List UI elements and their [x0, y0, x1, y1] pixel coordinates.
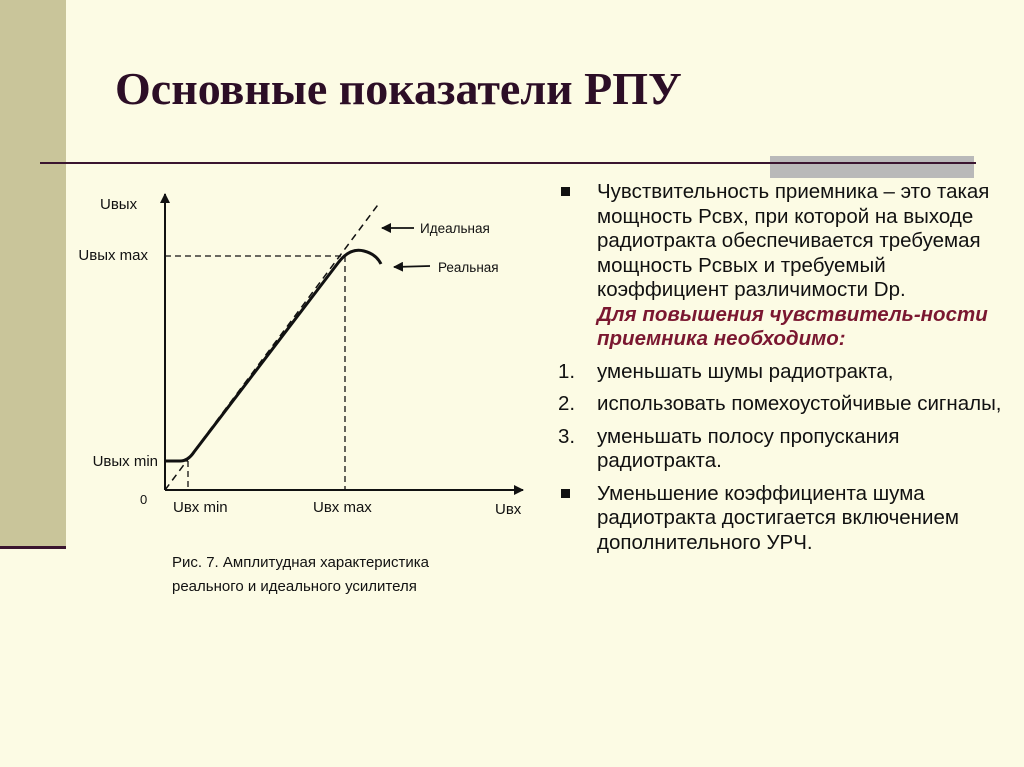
annotation-ideal: Идеальная — [420, 221, 490, 236]
square-bullet-icon — [561, 187, 570, 196]
left-accent-bar — [0, 0, 66, 546]
slide-title: Основные показатели РПУ — [115, 63, 682, 114]
item-number: 1. — [558, 359, 576, 383]
item-text: уменьшать шумы радиотракта, — [597, 359, 894, 383]
numbered-item-2: 2. использовать помехоустойчивые сигналы… — [553, 392, 1013, 417]
item-text: использовать помехоустойчивые сигналы, — [597, 392, 1002, 415]
sensitivity-definition: Чувствительность приемника – это такая м… — [597, 180, 990, 301]
left-bar-divider — [0, 546, 66, 549]
item-number: 2. — [558, 392, 576, 415]
square-bullet-icon — [561, 488, 570, 498]
numbered-item-3: 3. уменьшать полосу пропускания радиотра… — [553, 425, 1013, 474]
item-text: уменьшать полосу пропускания радиотракта… — [597, 424, 900, 473]
annotation-real: Реальная — [438, 260, 499, 275]
spacer — [553, 474, 1013, 482]
x-axis-label: Uвх — [495, 501, 522, 518]
title-accent-bar — [770, 156, 974, 178]
x-tick-uin-min: Uвх min — [173, 499, 228, 516]
spacer — [553, 417, 1013, 425]
caption-line-2: реального и идеального усилителя — [172, 578, 417, 595]
series-real-line — [165, 248, 383, 463]
noise-figure-text: Уменьшение коэффициента шума радиотракта… — [597, 481, 959, 554]
title-rule — [40, 162, 976, 164]
numbered-item-1: 1. уменьшать шумы радиотракта, — [553, 360, 1013, 385]
item-number: 3. — [558, 424, 576, 448]
bullet-noise-figure: Уменьшение коэффициента шума радиотракта… — [553, 482, 1013, 556]
spacer — [553, 384, 1013, 392]
x-tick-uin-max: Uвх max — [313, 499, 372, 516]
arrow-real — [393, 261, 431, 272]
amplitude-chart: Идеальная Реальная Uвых Uвых max Uвых mi… — [68, 180, 548, 530]
amplitude-chart-svg: Идеальная Реальная Uвых Uвых max Uвых mi… — [78, 193, 524, 518]
bullet-sensitivity: Чувствительность приемника – это такая м… — [553, 180, 1013, 352]
emphasis-text: Для повышения чувствитель-ности приемник… — [597, 302, 988, 351]
origin-label: 0 — [140, 492, 147, 507]
y-axis-label: Uвых — [100, 196, 138, 213]
caption-line-1: Рис. 7. Амплитудная характеристика — [172, 554, 430, 571]
spacer — [553, 352, 1013, 360]
y-tick-uout-min: Uвых min — [93, 453, 158, 470]
figure-caption: Рис. 7. Амплитудная характеристика реаль… — [172, 551, 542, 599]
y-tick-uout-max: Uвых max — [78, 247, 148, 264]
slide-content: Чувствительность приемника – это такая м… — [553, 180, 1013, 555]
